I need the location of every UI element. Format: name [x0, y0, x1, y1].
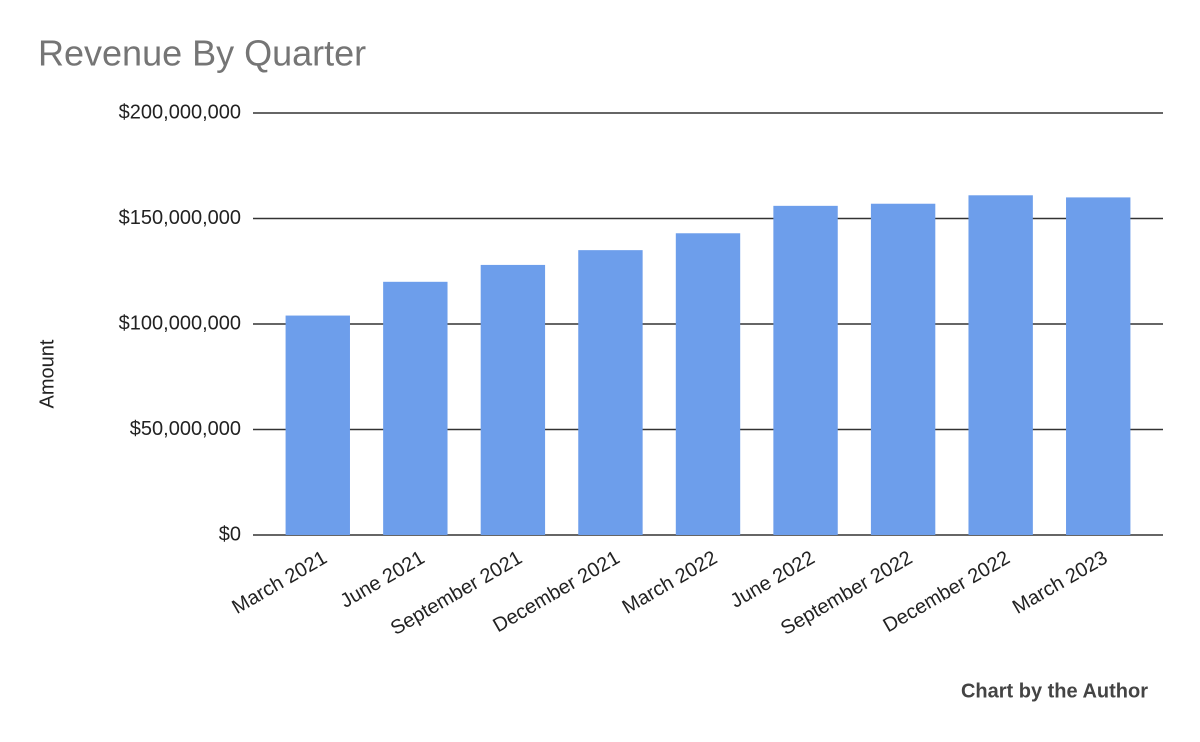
chart-title: Revenue By Quarter — [38, 33, 366, 74]
y-tick-label: $100,000,000 — [119, 312, 241, 334]
source-note: Chart by the Author — [961, 680, 1148, 702]
bar — [480, 264, 546, 535]
y-tick-label: $0 — [219, 523, 241, 545]
bar — [285, 315, 350, 535]
bar — [1066, 197, 1131, 535]
y-tick-label: $50,000,000 — [130, 418, 241, 440]
bar — [773, 205, 838, 535]
bar — [383, 281, 448, 535]
bar — [870, 203, 936, 536]
bar — [968, 195, 1033, 536]
y-tick-label: $150,000,000 — [119, 207, 241, 229]
bar — [578, 250, 643, 535]
y-axis-label: Amount — [36, 339, 58, 408]
y-tick-label: $200,000,000 — [119, 101, 241, 123]
bar — [675, 233, 741, 535]
